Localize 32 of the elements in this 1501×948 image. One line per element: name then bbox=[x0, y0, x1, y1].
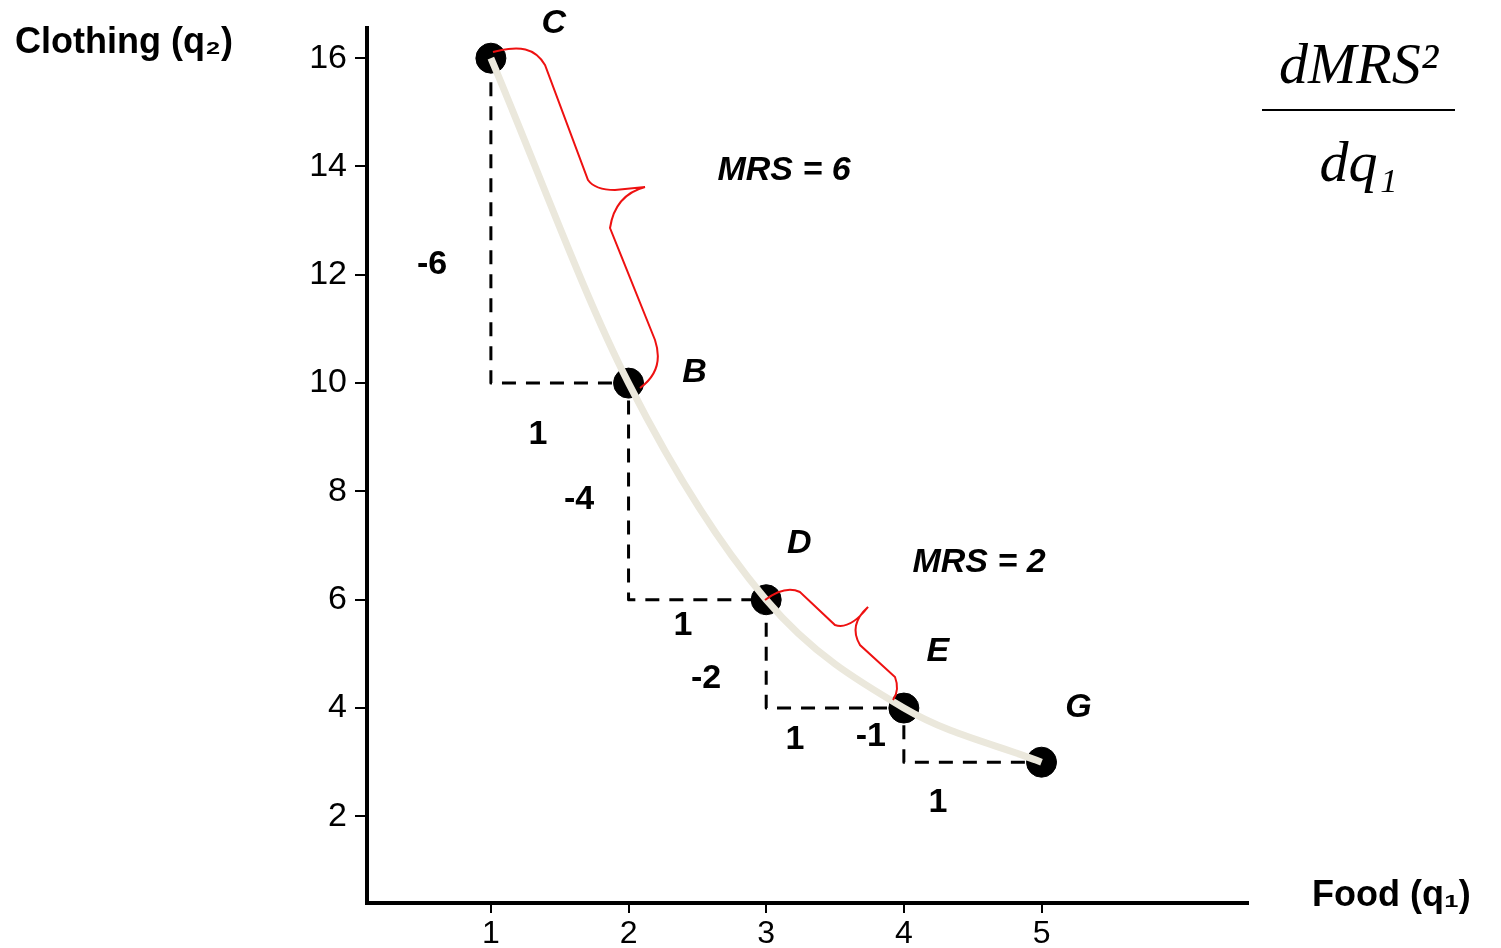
annotation: 1 bbox=[785, 717, 805, 757]
annotation: B bbox=[682, 351, 707, 390]
x-tick-label: 2 bbox=[619, 914, 638, 948]
annotation: -1 bbox=[855, 715, 886, 754]
x-tick-label: 4 bbox=[894, 914, 913, 948]
y-tick-label: 10 bbox=[309, 361, 347, 400]
annotation: C bbox=[541, 1, 567, 40]
annotation: -6 bbox=[416, 242, 448, 282]
annotation: D bbox=[786, 522, 812, 561]
y-axis-title: Clothing (q₂) bbox=[15, 20, 233, 62]
annotation: G bbox=[1065, 685, 1092, 724]
y-tick-label: 6 bbox=[328, 578, 347, 617]
annotation: -4 bbox=[563, 477, 595, 517]
y-tick-label: 16 bbox=[309, 36, 347, 75]
annotation: 1 bbox=[528, 412, 548, 452]
y-tick-label: 8 bbox=[328, 469, 347, 508]
text: dq₁ bbox=[1318, 128, 1399, 195]
text: dMRS² bbox=[1277, 30, 1440, 97]
x-tick-label: 3 bbox=[757, 914, 776, 948]
annotation: MRS = 2 bbox=[912, 540, 1046, 580]
x-tick-label: 5 bbox=[1032, 914, 1051, 948]
annotation: 1 bbox=[928, 780, 948, 820]
annotation: E bbox=[926, 630, 951, 669]
x-tick-label: 1 bbox=[481, 914, 500, 948]
annotation: MRS = 6 bbox=[717, 148, 851, 188]
y-tick-label: 12 bbox=[309, 253, 347, 292]
y-tick-label: 2 bbox=[328, 794, 347, 833]
y-tick-label: 14 bbox=[309, 144, 347, 183]
annotation: -2 bbox=[690, 656, 722, 696]
annotation: 1 bbox=[673, 603, 693, 643]
x-axis-title: Food (q₁) bbox=[1312, 873, 1471, 915]
y-tick-label: 4 bbox=[328, 686, 347, 725]
